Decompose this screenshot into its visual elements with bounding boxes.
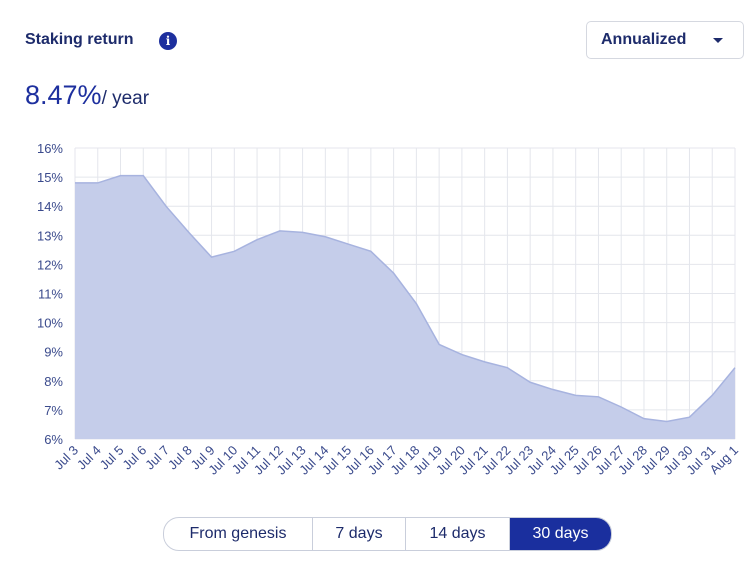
caret xyxy=(713,38,723,43)
y-tick-label: 9% xyxy=(44,345,63,360)
y-tick-label: 16% xyxy=(37,141,63,156)
range-button[interactable]: From genesis xyxy=(189,525,287,542)
title: Staking return xyxy=(25,31,134,48)
range-button[interactable]: 14 days xyxy=(405,518,509,550)
y-tick-label: 10% xyxy=(37,316,63,331)
range-button[interactable]: 7 days xyxy=(312,518,405,550)
dropdown-label: Annualized xyxy=(601,31,687,48)
y-tick-label: 15% xyxy=(37,170,63,185)
rate-unit: / year xyxy=(101,88,150,109)
x-tick-label: Jul 7 xyxy=(142,443,172,473)
x-tick-label: Jul 6 xyxy=(119,443,149,473)
x-tick-label: Jul 5 xyxy=(97,443,127,473)
y-tick-label: 7% xyxy=(44,403,63,418)
range-button[interactable]: 30 days xyxy=(509,518,611,550)
area-line xyxy=(75,174,736,423)
rate: 8.47%/ year xyxy=(25,80,149,111)
x-tick-label: Jul 3 xyxy=(51,443,81,473)
rate-value: 8.47% xyxy=(25,80,102,110)
y-tick-label: 6% xyxy=(44,432,63,447)
range-buttons: From genesis 7 days 14 days 30 days xyxy=(163,517,612,551)
y-tick-label: 8% xyxy=(44,374,63,389)
period-dropdown[interactable]: Annualized xyxy=(586,21,744,59)
x-tick-label: Jul 4 xyxy=(74,443,104,473)
x-tick-label: Jul 8 xyxy=(165,443,195,473)
y-tick-label: 13% xyxy=(37,228,63,243)
y-tick-label: 11% xyxy=(38,287,63,302)
area xyxy=(75,175,735,439)
y-tick-label: 14% xyxy=(37,199,63,214)
y-tick-label: 12% xyxy=(37,257,63,272)
info-icon[interactable]: i xyxy=(159,32,177,50)
